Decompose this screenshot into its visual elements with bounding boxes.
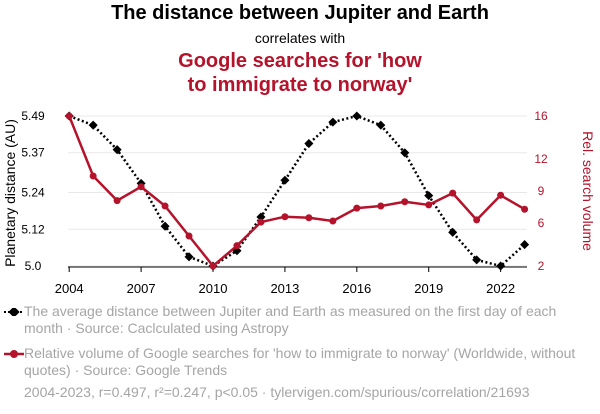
data-point-distance <box>112 145 122 155</box>
data-point-searches <box>137 183 145 191</box>
data-point-searches <box>377 202 385 210</box>
series-line-distance <box>68 114 526 268</box>
y-left-tick-label: 5.12 <box>21 222 45 236</box>
x-tick-label: 2013 <box>270 281 299 296</box>
legend-swatch-dotted-line <box>4 308 24 316</box>
legend-swatch-solid-line <box>4 350 24 358</box>
y-left-axis-label: Planetary distance (AU) <box>2 119 18 267</box>
data-point-searches <box>113 197 121 205</box>
footer-stats: 2004-2023, r=0.497, r²=0.247, p<0.05 · t… <box>24 384 530 400</box>
y-right-tick-label: 9 <box>538 184 545 198</box>
y-right-tick-label: 16 <box>534 109 548 123</box>
data-point-searches <box>89 172 97 180</box>
chart-second-title: Google searches for 'how to immigrate to… <box>0 49 600 97</box>
data-point-searches <box>305 214 313 222</box>
data-point-searches <box>257 218 265 226</box>
y-right-axis-label: Rel. search volume <box>580 131 596 251</box>
y-left-tick-label: 5.24 <box>21 186 45 200</box>
x-axis: 2004 2007 2010 2013 2016 2019 2022 <box>55 266 527 296</box>
y-right-tick-label: 2 <box>538 259 545 273</box>
data-point-searches <box>521 205 529 213</box>
data-point-distance <box>448 227 458 237</box>
series-google-searches <box>65 112 529 270</box>
data-point-searches <box>161 202 169 210</box>
second-title-line-1: Google searches for 'how <box>178 50 422 72</box>
grid-lines <box>68 115 527 267</box>
y-right-tick-label: 12 <box>534 152 548 166</box>
data-point-distance <box>376 120 386 130</box>
chart-title: The distance between Jupiter and Earth <box>111 2 489 24</box>
y-left-tick-label: 5.49 <box>21 109 45 123</box>
data-point-searches <box>281 213 289 221</box>
x-tick-label: 2010 <box>199 281 228 296</box>
chart-subtitle: correlates with <box>254 30 346 46</box>
data-point-searches <box>185 232 193 240</box>
data-point-distance <box>280 175 290 185</box>
data-point-distance <box>88 120 98 130</box>
x-tick-label: 2004 <box>55 281 84 296</box>
data-point-searches <box>449 189 457 197</box>
x-tick-label: 2007 <box>127 281 156 296</box>
legend-text-distance: The average distance between Jupiter and… <box>24 303 557 336</box>
series-line-searches <box>68 115 526 268</box>
data-point-searches <box>65 112 73 120</box>
x-tick-label: 2022 <box>486 281 515 296</box>
legend-text-searches: Relative volume of Google searches for '… <box>24 345 576 378</box>
y-left-tick-label: 5.37 <box>21 146 45 160</box>
data-point-searches <box>353 204 361 212</box>
x-tick-label: 2016 <box>342 281 371 296</box>
data-point-searches <box>209 262 217 270</box>
data-point-distance <box>328 117 338 127</box>
data-point-searches <box>473 216 481 224</box>
x-tick-label: 2019 <box>414 281 443 296</box>
data-point-searches <box>425 201 433 209</box>
y-right-tick-label: 6 <box>538 216 545 230</box>
data-point-distance <box>352 111 362 121</box>
data-point-searches <box>329 217 337 225</box>
dual-axis-line-chart: 2004 2007 2010 2013 2016 2019 2022 5.0 5.12 5.24… <box>2 109 596 296</box>
data-point-searches <box>401 198 409 206</box>
y-axis-right: 2 6 9 12 16 Rel. search volume <box>534 109 596 273</box>
data-point-searches <box>233 242 241 250</box>
second-title-line-2: to immigrate to norway' <box>187 74 413 96</box>
data-point-distance <box>304 139 314 149</box>
data-point-distance <box>424 191 434 201</box>
data-point-distance <box>520 240 530 250</box>
data-point-distance <box>496 261 506 271</box>
y-left-tick-label: 5.0 <box>25 259 42 273</box>
data-point-searches <box>497 191 505 199</box>
data-point-distance <box>184 252 194 262</box>
